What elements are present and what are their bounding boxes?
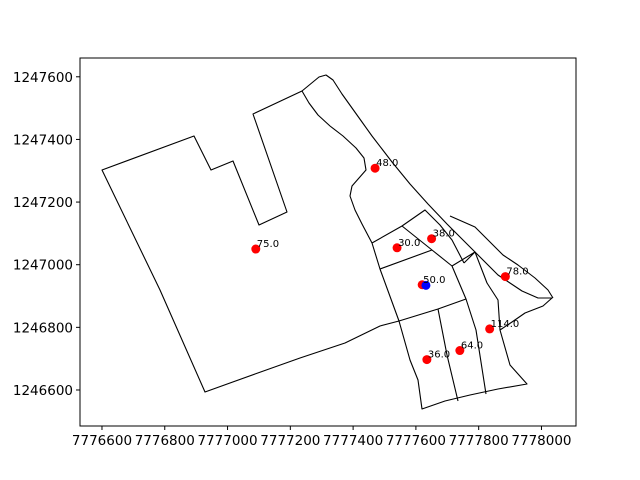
data-point-label: 64.0	[461, 341, 483, 352]
parcel-divider-5	[451, 265, 487, 395]
x-tick-label: 7777000	[197, 433, 257, 449]
data-point-label: 75.0	[257, 239, 279, 250]
data-point	[427, 234, 437, 244]
y-tick-label: 1247200	[13, 195, 73, 211]
data-point	[485, 324, 495, 334]
parcel-divider-3	[379, 249, 433, 270]
parcel-outline-west	[101, 74, 553, 410]
x-axis: 7776600 7776800 7777000 7777200 7777400 77776…	[72, 426, 572, 449]
data-point	[251, 244, 261, 254]
data-point	[422, 355, 432, 365]
parcel-boundaries	[101, 74, 554, 410]
data-point	[421, 280, 431, 290]
y-tick-label: 1247400	[13, 132, 73, 148]
data-point-label: 36.0	[428, 350, 450, 361]
data-point	[392, 243, 402, 253]
scatter-point-labels: 75.0 48.0 30.0 38.0 50.0 78.0 114.0 64.0 36.0	[257, 158, 529, 360]
data-point	[455, 346, 465, 356]
parcel-divider-8	[449, 215, 554, 299]
y-tick-label: 1247600	[13, 70, 73, 86]
x-tick-label: 7776600	[72, 433, 132, 449]
scatter-points	[251, 163, 510, 365]
data-point-label: 78.0	[506, 267, 528, 278]
x-tick-label: 7777200	[260, 433, 320, 449]
data-point	[370, 163, 380, 173]
x-tick-label: 7776800	[135, 433, 195, 449]
y-tick-label: 1246800	[13, 320, 73, 336]
data-point	[500, 272, 510, 282]
data-point-label: 30.0	[398, 238, 420, 249]
parcel-outline-north-strip	[301, 90, 373, 244]
data-point-label: 48.0	[376, 158, 398, 169]
x-tick-label: 7777600	[386, 433, 446, 449]
y-axis: 1246600 1246800 1247000 1247200 1247400 12476…	[13, 70, 80, 399]
parcel-divider-7	[437, 308, 459, 402]
x-tick-label: 7778000	[511, 433, 571, 449]
axes-frame	[79, 57, 577, 427]
parcel-divider-10	[371, 242, 400, 322]
data-point-label: 114.0	[491, 319, 520, 330]
x-tick-label: 7777400	[323, 433, 383, 449]
parcel-divider-1	[371, 209, 465, 264]
y-tick-label: 1246600	[13, 383, 73, 399]
data-point-label: 50.0	[423, 275, 445, 286]
parcel-divider-9	[474, 251, 501, 331]
y-tick-label: 1247000	[13, 258, 73, 274]
data-point-label: 38.0	[433, 229, 455, 240]
x-tick-label: 7777800	[449, 433, 509, 449]
